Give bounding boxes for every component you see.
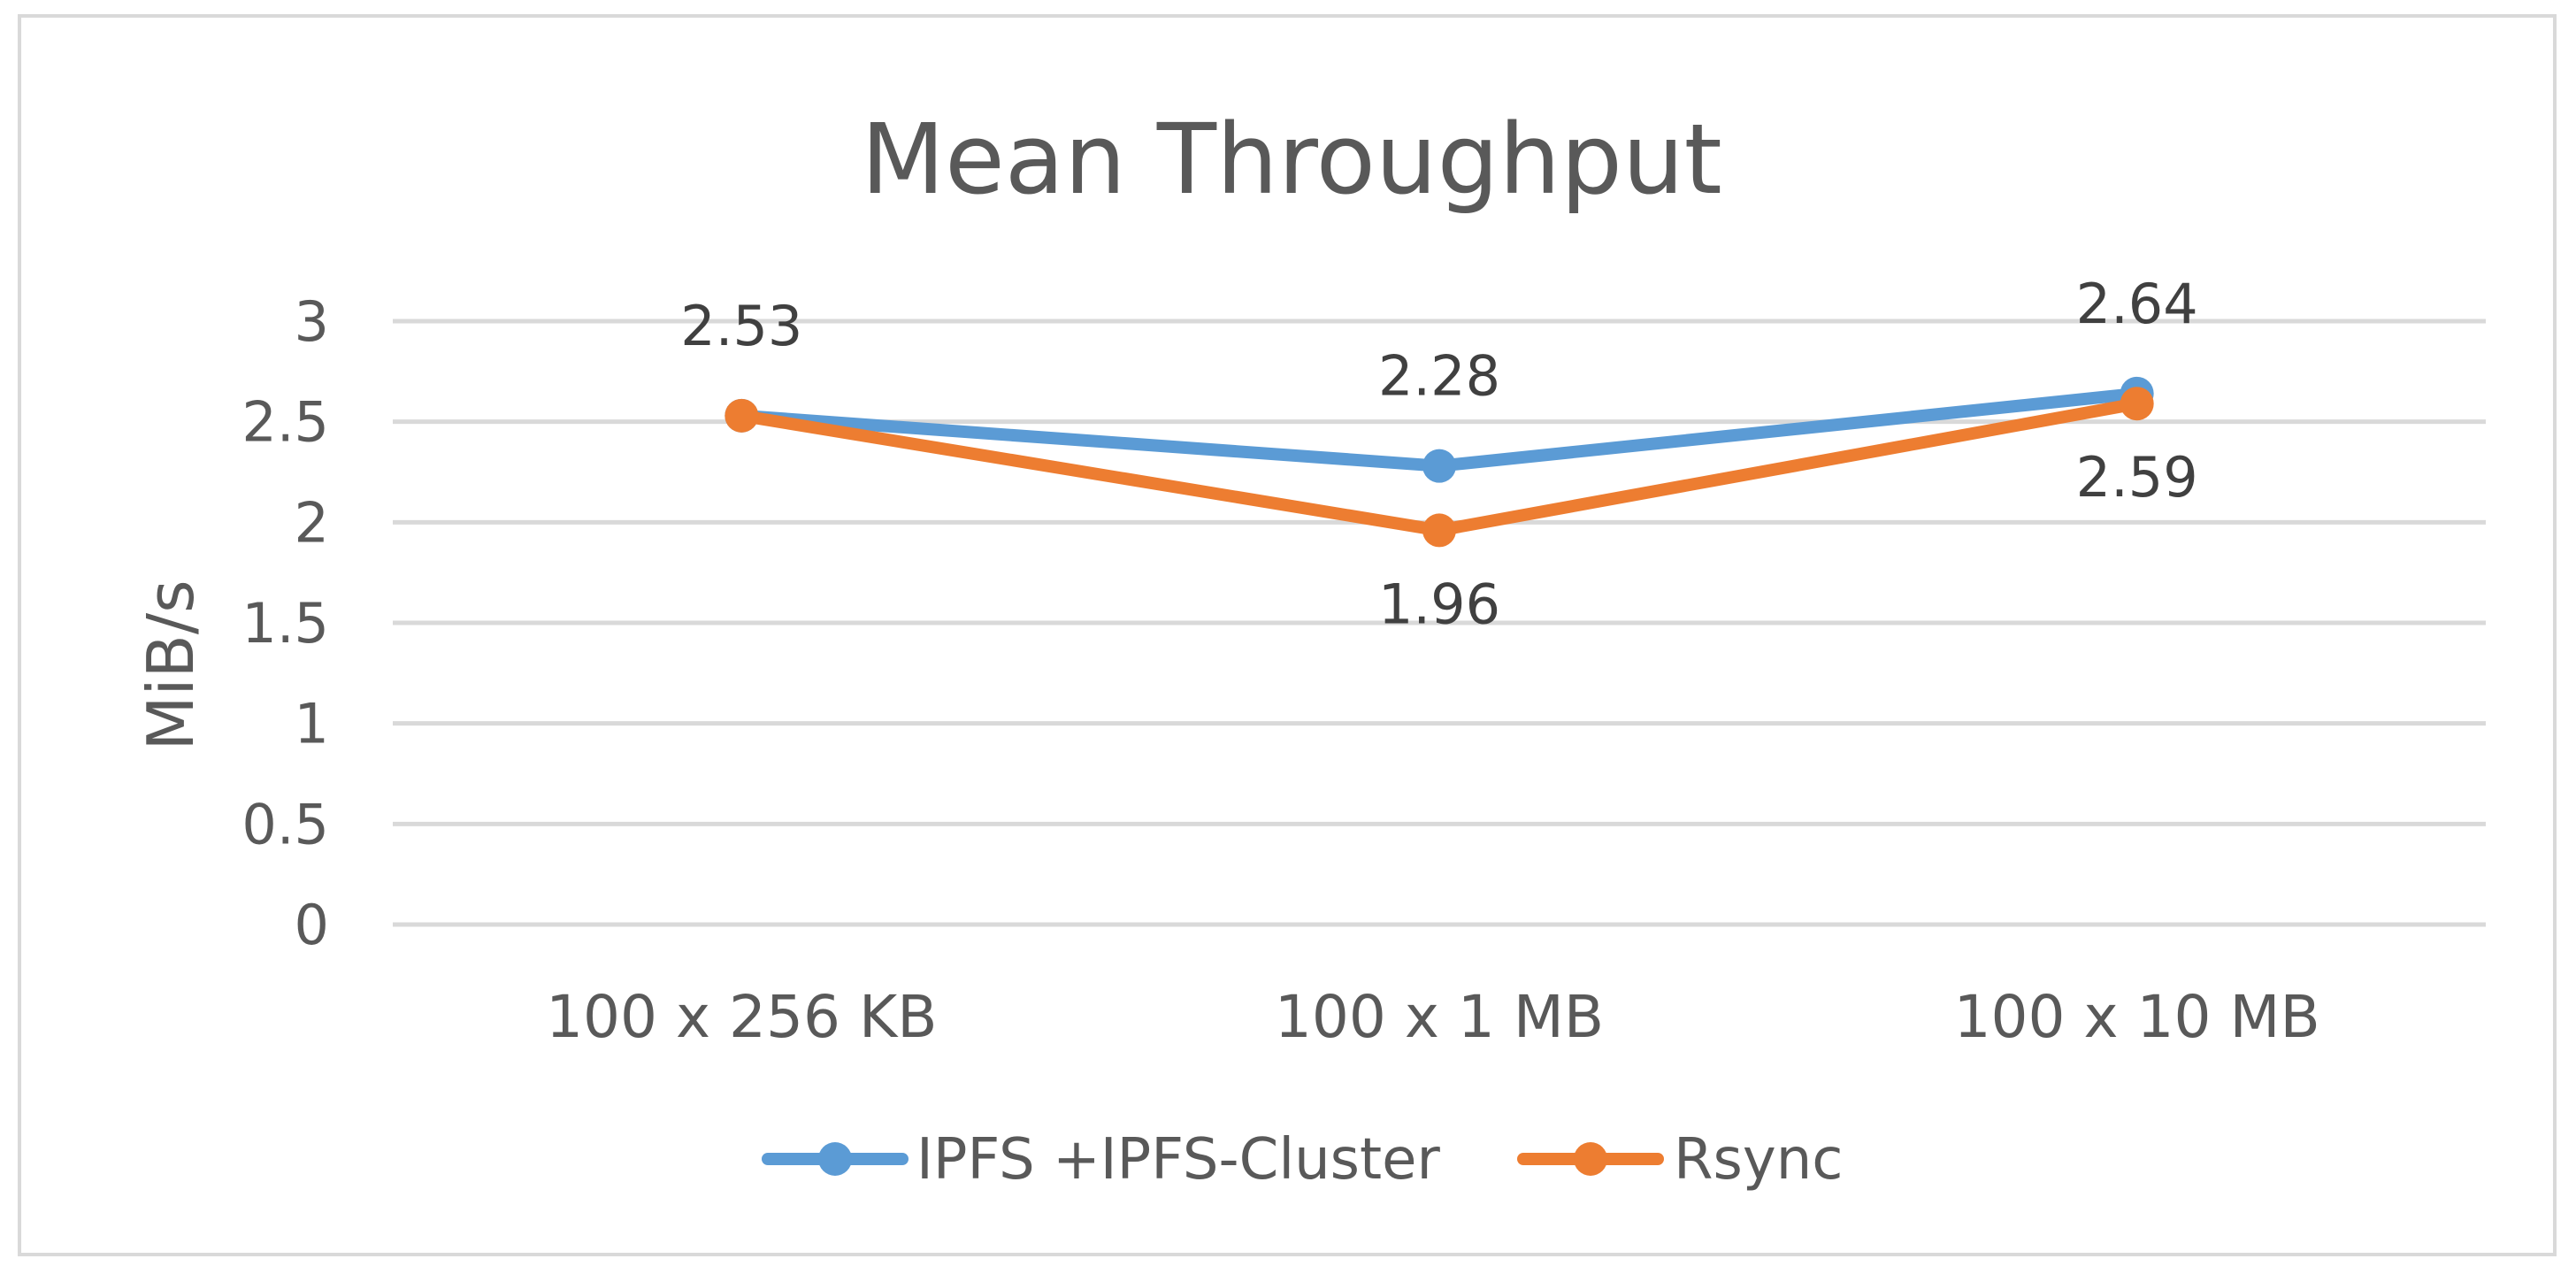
data-label: 2.53: [680, 294, 802, 358]
y-tick-label: 3: [295, 289, 329, 354]
series-lines: [724, 376, 2154, 548]
legend-label: IPFS +IPFS-Cluster: [916, 1127, 1440, 1193]
legend-marker: [1574, 1142, 1607, 1176]
x-axis-ticks: 100 x 256 KB 100 x 1 MB 100 x 10 MB: [546, 983, 2320, 1051]
data-point: [2120, 387, 2154, 421]
y-tick-label: 2.5: [242, 390, 329, 455]
chart-title: Mean Throughput: [861, 103, 1722, 216]
y-tick-label: 1: [295, 692, 329, 756]
x-tick-label: 100 x 10 MB: [1954, 983, 2320, 1051]
y-tick-label: 0.5: [242, 792, 329, 856]
y-tick-label: 1.5: [242, 591, 329, 656]
data-labels: 2.53 2.28 2.64 1.96 2.59: [680, 272, 2197, 637]
data-label: 2.28: [1378, 344, 1500, 409]
x-tick-label: 100 x 256 KB: [546, 983, 938, 1051]
data-label: 2.64: [2076, 272, 2198, 336]
data-point: [1422, 449, 1456, 483]
data-point: [724, 398, 759, 433]
x-tick-label: 100 x 1 MB: [1275, 983, 1604, 1051]
legend-marker: [818, 1142, 852, 1176]
y-tick-label: 0: [295, 893, 329, 957]
legend-label: Rsync: [1674, 1127, 1843, 1193]
chart-border: [18, 14, 2557, 1256]
y-tick-label: 2: [295, 490, 329, 555]
data-point: [1422, 513, 1456, 548]
legend: IPFS +IPFS-Cluster Rsync: [762, 1127, 1843, 1193]
data-label: 1.96: [1378, 572, 1500, 636]
y-axis-label: MiB/s: [134, 579, 208, 750]
data-label: 2.59: [2076, 445, 2198, 510]
y-axis-ticks: 0 0.5 1 1.5 2 2.5 3: [242, 289, 329, 957]
